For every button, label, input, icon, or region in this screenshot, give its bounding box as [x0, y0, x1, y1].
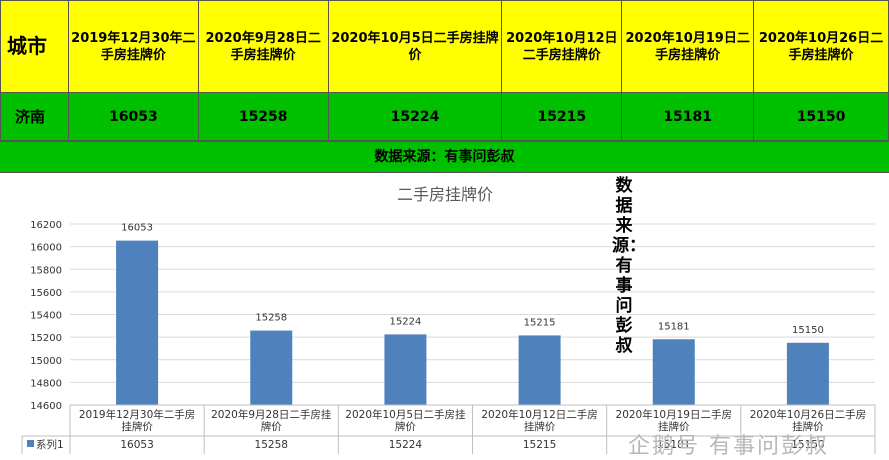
x-category-label: 挂牌价 — [524, 420, 556, 433]
x-category-label: 2019年12月30年二手房 — [79, 408, 195, 421]
column-header: 2020年10月12日二手房挂牌价 — [501, 0, 623, 93]
value-cell: 15215 — [501, 92, 623, 141]
table-value: 15150 — [791, 439, 824, 451]
x-category-label: 挂牌价 — [658, 420, 690, 433]
vertical-source-note: 数据来源：有事问彭叔 — [612, 176, 646, 356]
value-cell: 15224 — [327, 92, 503, 141]
legend-key — [27, 440, 34, 447]
column-header: 2020年9月28日二手房挂牌价 — [197, 0, 329, 93]
y-tick-label: 14800 — [30, 378, 62, 389]
data-label: 15224 — [390, 316, 422, 327]
column-header: 2020年10月26日二手房挂牌价 — [753, 0, 889, 93]
x-category-label: 挂牌价 — [792, 420, 824, 433]
table-value: 16053 — [120, 439, 153, 451]
bar — [652, 339, 695, 405]
y-tick-label: 15800 — [30, 265, 62, 276]
value-cell: 15181 — [621, 92, 755, 141]
x-category-label: 2020年10月26日二手房 — [750, 408, 866, 421]
data-label: 16053 — [121, 223, 153, 234]
table-header-row: 城市 2019年12月30年二手房挂牌价 2020年9月28日二手房挂牌价 20… — [0, 0, 889, 93]
bar — [786, 342, 829, 405]
table-value: 15215 — [523, 439, 556, 451]
bar-chart: 二手房挂牌价 14600 14800 15000 15200 15400 15600 158… — [21, 185, 876, 454]
table-value: 15258 — [255, 439, 288, 451]
series-name: 系列1 — [36, 438, 64, 451]
x-category-label: 2020年10月19日二手房 — [616, 408, 732, 421]
data-label: 15150 — [792, 325, 824, 336]
value-cell: 15150 — [753, 92, 889, 141]
value-cell: 16053 — [67, 92, 199, 141]
x-category-label: 挂牌价 — [121, 420, 153, 433]
source-bar: 数据来源：有事问彭叔 — [0, 141, 889, 173]
data-label: 15258 — [255, 313, 287, 324]
x-category-label: 2020年10月5日二手房挂 — [345, 408, 466, 421]
bar — [518, 335, 561, 405]
y-tick-label: 16000 — [30, 243, 62, 254]
column-header: 2020年10月19日二手房挂牌价 — [621, 0, 755, 93]
x-category-label: 牌价 — [395, 420, 416, 433]
x-category-label: 牌价 — [261, 420, 282, 433]
value-cell: 15258 — [197, 92, 329, 141]
city-header: 城市 — [0, 0, 69, 93]
x-category-label: 2020年10月12日二手房 — [481, 408, 597, 421]
y-tick-label: 15600 — [30, 288, 62, 299]
y-tick-label: 15000 — [30, 356, 62, 367]
table-value: 15224 — [389, 439, 423, 451]
city-cell: 济南 — [0, 92, 69, 141]
y-tick-label: 14600 — [30, 401, 62, 412]
y-tick-label: 16200 — [30, 220, 62, 231]
table-row: 济南 16053 15258 15224 15215 15181 15150 — [0, 92, 889, 141]
watermark: 企鹅号 有事问彭叔 — [628, 434, 829, 459]
bar — [384, 334, 427, 405]
column-header: 2019年12月30年二手房挂牌价 — [67, 0, 199, 93]
data-label: 15215 — [524, 317, 556, 328]
bar — [250, 330, 293, 405]
y-tick-label: 15200 — [30, 333, 62, 344]
chart-title: 二手房挂牌价 — [397, 185, 493, 204]
table-value: 15181 — [657, 439, 690, 451]
column-header: 2020年10月5日二手房挂牌价 — [327, 0, 503, 93]
bar — [116, 240, 159, 405]
data-label: 15181 — [658, 321, 690, 332]
price-table: 城市 2019年12月30年二手房挂牌价 2020年9月28日二手房挂牌价 20… — [0, 0, 889, 141]
y-tick-label: 15400 — [30, 311, 62, 322]
x-category-label: 2020年9月28日二手房挂 — [211, 408, 332, 421]
